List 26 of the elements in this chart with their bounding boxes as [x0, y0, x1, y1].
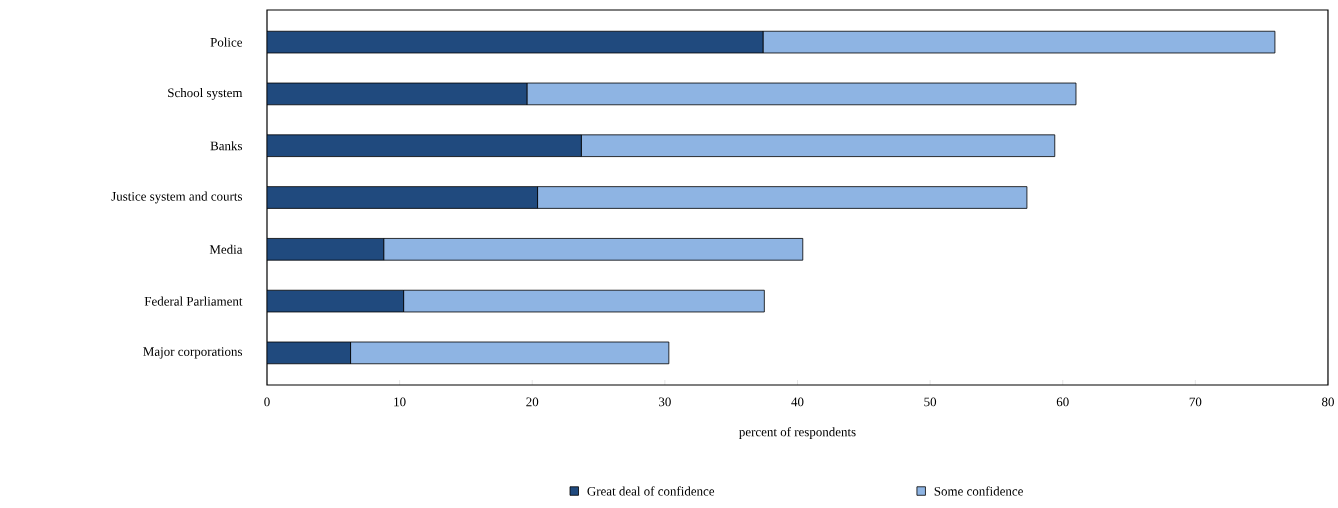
x-tick-label: 50 — [924, 397, 937, 407]
bar — [267, 289, 404, 313]
y-tick-label: Banks — [210, 141, 243, 151]
x-tick-label: 70 — [1189, 397, 1202, 407]
bar — [267, 82, 528, 106]
x-tick-label: 10 — [394, 397, 406, 407]
y-tick-label: School system — [168, 88, 243, 100]
x-tick-label: 80 — [1322, 397, 1334, 407]
y-tick-label: Federal Parliament — [144, 296, 243, 306]
x-tick-label: 40 — [791, 397, 804, 407]
legend-label: Great deal of confidence — [587, 486, 715, 496]
x-tick-label: 30 — [659, 397, 671, 407]
y-tick-label: Police — [210, 37, 243, 47]
x-tick-label: 20 — [526, 397, 539, 407]
bar — [267, 238, 385, 261]
bar — [267, 134, 582, 157]
bar — [267, 30, 764, 54]
legend-label: Some confidence — [934, 486, 1023, 496]
bar — [267, 186, 538, 209]
y-tick-label: Justice system and courts — [111, 191, 243, 204]
x-tick-label: 0 — [264, 397, 270, 407]
bar — [267, 341, 351, 365]
x-axis-title: percent of respondents — [739, 427, 856, 439]
y-tick-label: Media — [209, 244, 243, 254]
y-tick-label: Major corporations — [143, 347, 243, 359]
x-tick-label: 60 — [1056, 397, 1069, 407]
